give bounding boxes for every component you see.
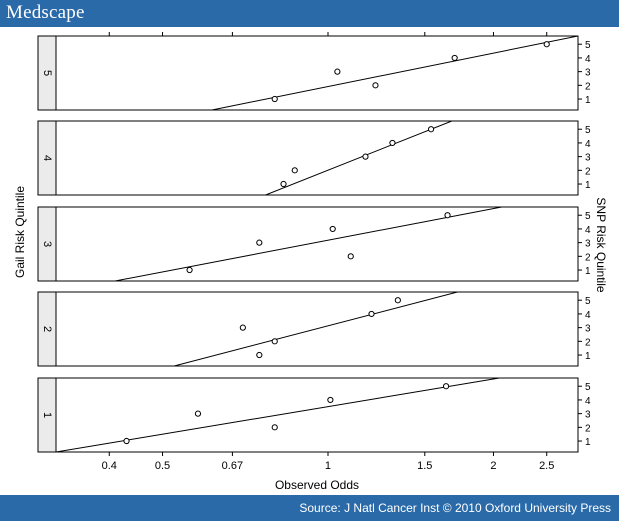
data-point [271, 338, 278, 345]
y-tick-label: 2 [585, 81, 591, 92]
x-tick-label: 0.5 [155, 460, 170, 472]
data-point [372, 82, 379, 89]
panel-label: 5 [41, 70, 53, 76]
data-point [123, 437, 130, 445]
y-tick-label: 1 [585, 266, 591, 277]
data-point [256, 239, 263, 246]
data-point [368, 310, 375, 318]
y-axis-title-left: Gail Risk Quintile [13, 186, 27, 278]
footer-bar: Source: J Natl Cancer Inst © 2010 Oxford… [0, 495, 619, 521]
y-tick-label: 4 [585, 225, 591, 236]
data-point [194, 410, 202, 417]
data-point [280, 180, 287, 188]
panel-label: 4 [41, 155, 53, 161]
y-tick-label: 1 [585, 95, 591, 106]
data-point [444, 212, 451, 219]
data-point [239, 324, 246, 331]
panel-frame [55, 291, 579, 367]
y-axis-title-right: SNP Risk Quintile [594, 197, 608, 292]
data-point [362, 153, 369, 160]
data-point [271, 424, 278, 431]
data-point [256, 351, 263, 359]
medscape-logo: Medscape [6, 2, 85, 23]
x-axis-title: Observed Odds [275, 478, 359, 492]
data-point [427, 126, 435, 133]
data-point [329, 225, 336, 233]
panel-label: 3 [41, 241, 53, 247]
panel-label: 1 [41, 412, 53, 418]
fit-line [211, 36, 578, 110]
y-tick-label: 5 [585, 125, 591, 136]
y-tick-label: 4 [585, 310, 591, 321]
y-tick-label: 1 [585, 180, 591, 191]
panel-frame [55, 35, 579, 111]
y-tick-label: 3 [585, 68, 591, 79]
x-tick-label: 1 [325, 460, 331, 472]
data-point [334, 68, 341, 75]
y-tick-label: 2 [585, 166, 591, 177]
y-tick-label: 3 [585, 239, 591, 250]
panel-frame [55, 206, 579, 282]
panel-label: 2 [41, 326, 53, 332]
header-bar: Medscape [0, 0, 619, 27]
x-tick-label: 1.5 [417, 460, 432, 472]
y-tick-label: 2 [585, 337, 591, 348]
y-tick-label: 5 [585, 40, 591, 51]
y-tick-label: 3 [585, 410, 591, 421]
data-point [394, 297, 401, 304]
y-tick-label: 2 [585, 423, 591, 434]
y-tick-label: 4 [585, 54, 591, 65]
x-tick-label: 0.67 [222, 460, 243, 472]
data-point [442, 383, 450, 390]
fit-line [56, 378, 500, 452]
data-point [451, 54, 458, 62]
y-tick-label: 5 [585, 382, 591, 393]
data-point [347, 253, 354, 260]
data-point [291, 167, 298, 174]
panel-frame [55, 377, 579, 453]
x-tick-label: 2.5 [539, 460, 554, 472]
x-tick-label: 2 [490, 460, 496, 472]
data-point [271, 95, 278, 103]
x-tick-label: 0.4 [102, 460, 117, 472]
fit-line [174, 292, 458, 366]
data-point [543, 41, 550, 48]
fit-line [115, 207, 502, 281]
data-point [327, 396, 334, 404]
trellis-chart: 5 1 2 3 4 5 4 1 2 3 4 5 3 1 2 3 4 5 2 1 2 3 4 5 1 1 2 3 4 5 0.4 0.5 0.67… [13, 32, 608, 492]
panel-frame [55, 120, 579, 196]
y-tick-label: 4 [585, 139, 591, 150]
data-point [186, 266, 193, 274]
y-tick-label: 3 [585, 324, 591, 335]
y-tick-label: 5 [585, 211, 591, 222]
y-tick-label: 1 [585, 351, 591, 362]
data-point [389, 139, 396, 147]
fit-line [265, 121, 453, 195]
y-tick-label: 1 [585, 437, 591, 448]
y-tick-label: 5 [585, 296, 591, 307]
y-tick-label: 3 [585, 153, 591, 164]
y-tick-label: 2 [585, 252, 591, 263]
source-credit: Source: J Natl Cancer Inst © 2010 Oxford… [299, 501, 611, 515]
y-tick-label: 4 [585, 396, 591, 407]
